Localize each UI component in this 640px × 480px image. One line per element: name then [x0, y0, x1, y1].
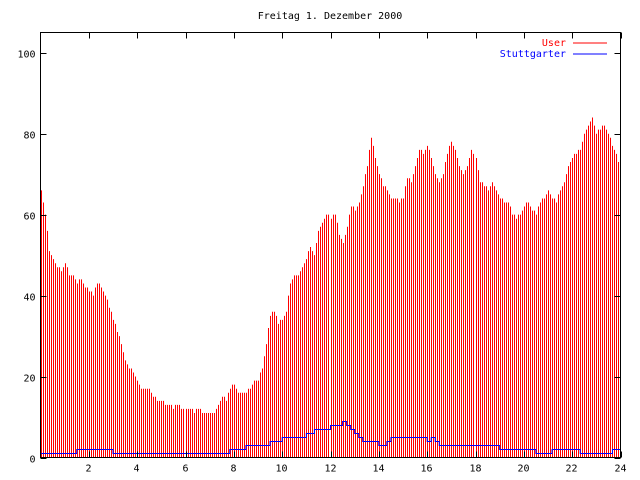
y-tick-label: 100 — [17, 50, 35, 61]
chart-title: Freitag 1. Dezember 2000 — [258, 11, 403, 22]
x-tick-label: 10 — [275, 464, 287, 475]
y-tick-label: 40 — [23, 293, 35, 304]
legend-label-stuttgarter: Stuttgarter — [500, 49, 566, 60]
y-tick-label: 0 — [29, 455, 35, 466]
y-tick-label: 20 — [23, 374, 35, 385]
legend-label-user: User — [542, 38, 566, 49]
legend: User Stuttgarter — [500, 38, 607, 60]
stuttgarter-line — [40, 421, 621, 454]
x-tick-label: 6 — [182, 464, 188, 475]
x-tick-label: 4 — [133, 464, 139, 475]
x-tick-label: 18 — [469, 464, 481, 475]
x-tick-label: 8 — [230, 464, 236, 475]
y-tick-label: 80 — [23, 131, 35, 142]
x-tick-label: 20 — [517, 464, 529, 475]
x-tick-label: 12 — [324, 464, 336, 475]
x-tick-label: 22 — [565, 464, 577, 475]
y-tick-label: 60 — [23, 212, 35, 223]
plot-frame — [40, 32, 621, 458]
x-tick-label: 2 — [85, 464, 91, 475]
x-tick-label: 14 — [372, 464, 384, 475]
x-tick-label: 16 — [420, 464, 432, 475]
x-tick-label: 24 — [614, 464, 626, 475]
user-impulses — [41, 117, 619, 458]
